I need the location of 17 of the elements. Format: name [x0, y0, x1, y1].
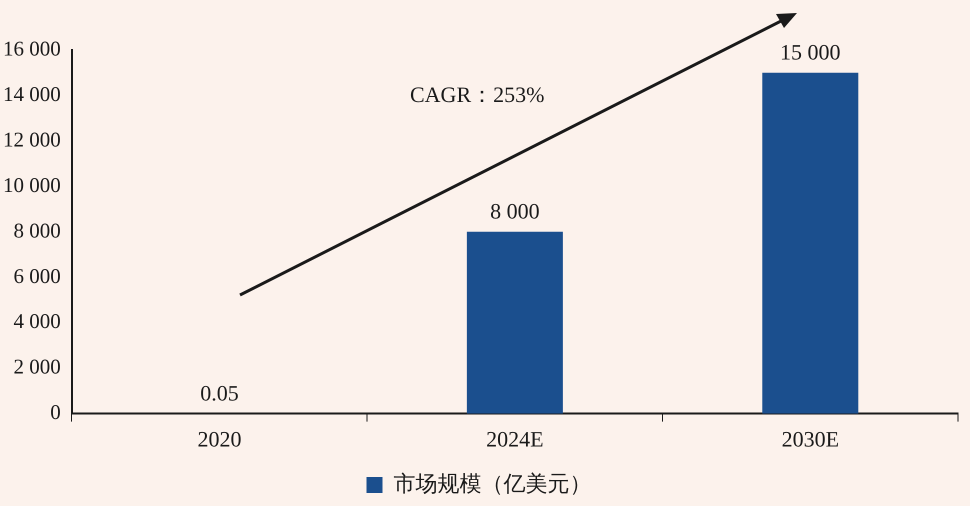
y-tick-label: 16 000: [3, 36, 61, 61]
legend-label: 市场规模（亿美元）: [394, 470, 592, 496]
y-tick-label: 12 000: [3, 127, 61, 152]
y-tick-label: 8 000: [14, 218, 61, 242]
annotation: CAGR：253%: [410, 82, 544, 107]
data-label: 15 000: [780, 40, 841, 65]
x-tick-label: 2020: [197, 426, 242, 452]
data-label: 8 000: [490, 198, 540, 224]
y-tick-label: 2 000: [14, 354, 61, 379]
y-tick-label: 14 000: [3, 82, 61, 106]
y-tick-label: 4 000: [14, 309, 61, 334]
x-tick-label: 2024E: [486, 426, 544, 452]
x-tick-label: 2030E: [782, 426, 840, 452]
y-tick-label: 0: [50, 400, 61, 424]
data-label: 0.05: [200, 380, 239, 406]
y-tick-label: 10 000: [3, 172, 61, 197]
y-tick-label: 6 000: [14, 264, 61, 288]
